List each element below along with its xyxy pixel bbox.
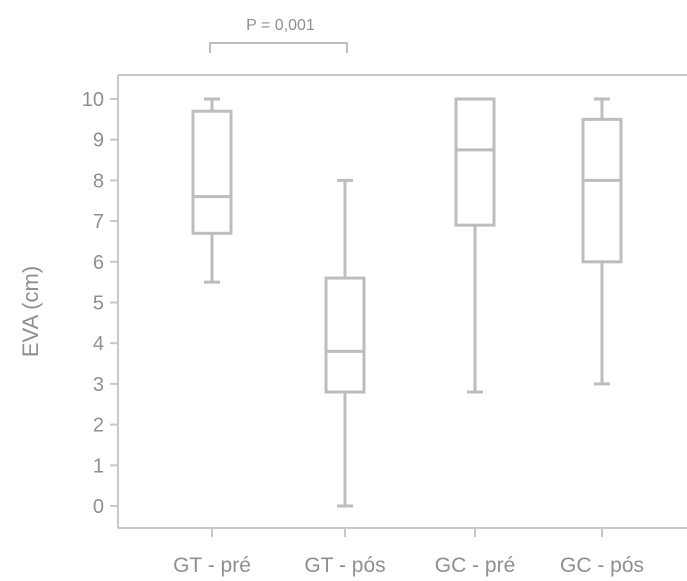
boxes <box>191 97 623 508</box>
x-tick-label: GC - pós <box>560 554 644 577</box>
significance-annotation: P = 0,001 <box>209 17 348 53</box>
iqr-box <box>454 97 496 227</box>
box-1 <box>191 97 233 284</box>
x-tick-label: GT - pós <box>304 554 385 577</box>
box-2 <box>324 178 366 508</box>
y-tick-label: 2 <box>93 415 104 437</box>
labels: 0 1 2 3 4 5 6 7 8 9 10 EVA (cm) GT - pré GT - pós GC -… <box>18 89 644 577</box>
axes <box>110 74 687 537</box>
box-4 <box>581 97 623 386</box>
x-tick-label: GT - pré <box>173 554 251 577</box>
y-tick-label: 8 <box>93 170 104 192</box>
iqr-box <box>324 276 366 394</box>
y-tick-label: 1 <box>93 455 104 477</box>
y-tick-label: 5 <box>93 293 104 315</box>
y-tick-label: 10 <box>82 89 104 111</box>
p-value-label: P = 0,001 <box>246 17 315 34</box>
box-3 <box>454 97 496 394</box>
iqr-box <box>191 109 233 235</box>
y-tick-label: 7 <box>93 211 104 233</box>
y-tick-label: 0 <box>93 496 104 518</box>
y-tick-label: 6 <box>93 252 104 274</box>
y-tick-label: 9 <box>93 130 104 152</box>
y-axis-title: EVA (cm) <box>18 266 43 357</box>
significance-bracket <box>209 42 348 53</box>
iqr-box <box>581 117 623 264</box>
x-tick-label: GC - pré <box>435 554 516 577</box>
y-tick-label: 4 <box>93 333 104 355</box>
y-tick-label: 3 <box>93 374 104 396</box>
